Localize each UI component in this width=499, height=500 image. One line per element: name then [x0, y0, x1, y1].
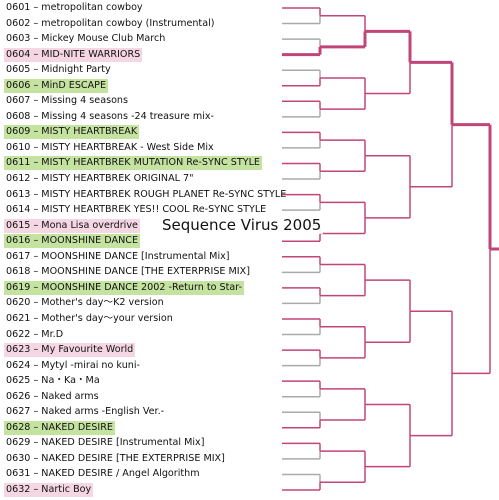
entry: 0629 – NAKED DESIRE [Instrumental Mix] [6, 437, 205, 449]
entry: 0618 – MOONSHINE DANCE [THE EXTERPRISE M… [6, 266, 250, 278]
entry: 0617 – MOONSHINE DANCE [Instrumental Mix… [6, 250, 230, 262]
entry: 0604 – MID-NITE WARRIORS [4, 47, 143, 62]
entry: 0630 – NAKED DESIRE [THE EXTERPRISE MIX] [6, 452, 225, 464]
entry: 0621 – Mother's day〜your version [6, 312, 173, 324]
entry: 0624 – Mytyl -mirai no kuni- [6, 359, 140, 371]
entry: 0610 – MISTY HEARTBREAK - West Side Mix [6, 141, 214, 153]
entry: 0631 – NAKED DESIRE / Angel Algorithm [6, 468, 200, 480]
entry: 0623 – My Favourite World [4, 343, 136, 358]
entry: 0615 – Mona Lisa overdrive [4, 218, 140, 233]
entry: 0605 – Midnight Party [6, 64, 111, 76]
entry: 0603 – Mickey Mouse Club March [6, 33, 166, 45]
entry: 0602 – metropolitan cowboy (Instrumental… [6, 17, 215, 29]
entry: 0622 – Mr.D [6, 328, 64, 340]
entry: 0608 – Missing 4 seasons -24 treasure mi… [6, 110, 214, 122]
entry: 0613 – MISTY HEARTBREK ROUGH PLANET Re-S… [6, 188, 287, 200]
overlay-label: Sequence Virus 2005 [160, 216, 324, 234]
entry: 0619 – MOONSHINE DANCE 2002 -Return to S… [4, 280, 245, 295]
entry: 0620 – Mother's day〜K2 version [6, 297, 164, 309]
entry: 0628 – NAKED DESIRE [4, 420, 115, 435]
entry: 0626 – Naked arms [6, 390, 99, 402]
entry: 0609 – MISTY HEARTBREAK [4, 125, 140, 140]
entry: 0627 – Naked arms -English Ver.- [6, 406, 165, 418]
entry: 0611 – MISTY HEARTBREK MUTATION Re-SYNC … [4, 156, 262, 171]
entry: 0612 – MISTY HEARTBREK ORIGINAL 7" [6, 173, 194, 185]
entry: 0625 – Na・Ka・Ma [6, 375, 100, 387]
entry: 0607 – Missing 4 seasons [6, 95, 129, 107]
entry: 0632 – Nartic Boy [4, 483, 94, 497]
entry: 0614 – MISTY HEARTBREK YES!! COOL Re-SYN… [6, 204, 267, 216]
entry: 0601 – metropolitan cowboy [6, 2, 143, 13]
entry: 0606 – MinD ESCAPE [4, 78, 109, 93]
entry: 0616 – MOONSHINE DANCE [4, 234, 141, 249]
